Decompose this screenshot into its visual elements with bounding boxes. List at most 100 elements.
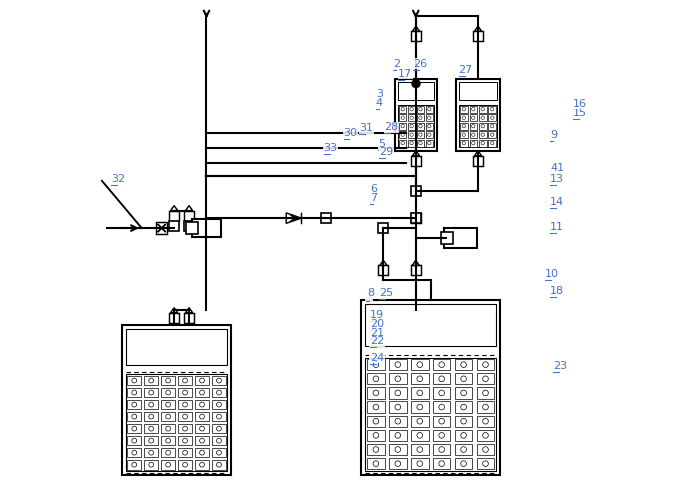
Bar	[399, 114, 406, 121]
Text: 10: 10	[545, 270, 559, 280]
Bar	[455, 387, 473, 399]
Bar	[389, 387, 407, 399]
Bar	[367, 444, 385, 455]
Bar	[477, 430, 494, 441]
Circle shape	[412, 80, 420, 88]
Bar	[489, 123, 496, 130]
Text: 23: 23	[553, 361, 567, 371]
Bar	[477, 458, 494, 469]
Bar	[389, 415, 407, 427]
Bar	[389, 458, 407, 469]
Text: 20: 20	[370, 319, 384, 329]
Bar	[212, 388, 226, 397]
Bar	[489, 114, 496, 121]
Bar	[411, 415, 428, 427]
Bar	[459, 82, 497, 100]
Bar	[408, 106, 415, 113]
Bar	[417, 106, 424, 113]
Bar	[395, 79, 437, 151]
Bar	[455, 458, 473, 469]
Bar	[126, 375, 228, 471]
Bar	[161, 388, 175, 397]
Bar	[460, 123, 468, 130]
Bar	[179, 460, 192, 469]
Polygon shape	[286, 213, 301, 223]
Bar	[192, 219, 221, 237]
Bar	[184, 313, 194, 323]
Text: 41: 41	[550, 163, 565, 173]
Bar	[367, 430, 385, 441]
Text: 14: 14	[550, 197, 565, 207]
Bar	[127, 436, 141, 445]
Text: 19: 19	[370, 310, 384, 320]
Bar	[408, 131, 415, 138]
Text: 28: 28	[384, 122, 399, 132]
Text: 9: 9	[550, 130, 557, 140]
Bar	[477, 373, 494, 384]
Text: 13: 13	[550, 174, 564, 184]
Text: 7: 7	[370, 193, 377, 203]
Bar	[433, 401, 450, 413]
Bar	[126, 329, 228, 365]
Text: 33: 33	[324, 143, 338, 153]
Bar	[411, 401, 428, 413]
Bar	[479, 140, 486, 146]
Bar	[195, 460, 209, 469]
Bar	[426, 106, 432, 113]
Text: 1: 1	[366, 291, 373, 300]
Text: 27: 27	[459, 65, 473, 75]
Bar	[477, 401, 494, 413]
Bar	[460, 131, 468, 138]
Text: 24: 24	[370, 353, 384, 363]
Text: 21: 21	[370, 328, 384, 338]
Bar	[367, 401, 385, 413]
Bar	[411, 373, 428, 384]
Bar	[469, 114, 477, 121]
Text: 15: 15	[573, 109, 587, 119]
Bar	[399, 131, 406, 138]
Bar	[379, 223, 388, 233]
Bar	[433, 387, 450, 399]
Bar	[433, 430, 450, 441]
Bar	[161, 460, 175, 469]
Bar	[185, 222, 197, 234]
Bar	[417, 131, 424, 138]
Bar	[399, 105, 434, 147]
Bar	[411, 31, 421, 41]
Bar	[408, 114, 415, 121]
Bar	[455, 415, 473, 427]
Bar	[127, 424, 141, 433]
Text: 26: 26	[413, 59, 428, 69]
Bar	[479, 114, 486, 121]
Bar	[161, 376, 175, 385]
Bar	[179, 388, 192, 397]
Bar	[426, 131, 432, 138]
Bar	[489, 140, 496, 146]
Bar	[367, 359, 385, 370]
Bar	[389, 444, 407, 455]
Bar	[455, 373, 473, 384]
Text: 30: 30	[343, 128, 358, 138]
Bar	[411, 359, 428, 370]
Bar	[459, 105, 497, 147]
Bar	[145, 460, 158, 469]
Bar	[460, 114, 468, 121]
Bar	[411, 430, 428, 441]
Bar	[145, 400, 158, 409]
Bar	[477, 415, 494, 427]
Bar	[367, 387, 385, 399]
Text: 18: 18	[550, 287, 565, 297]
Bar	[433, 359, 450, 370]
Text: 2: 2	[393, 59, 401, 69]
Bar	[127, 412, 141, 421]
Bar	[321, 213, 331, 223]
Bar	[411, 213, 421, 223]
Bar	[212, 376, 226, 385]
Bar	[195, 436, 209, 445]
Bar	[411, 266, 421, 276]
Bar	[460, 106, 468, 113]
Text: 22: 22	[370, 336, 384, 346]
Bar	[195, 388, 209, 397]
Text: 11: 11	[550, 221, 564, 231]
Polygon shape	[412, 26, 419, 31]
